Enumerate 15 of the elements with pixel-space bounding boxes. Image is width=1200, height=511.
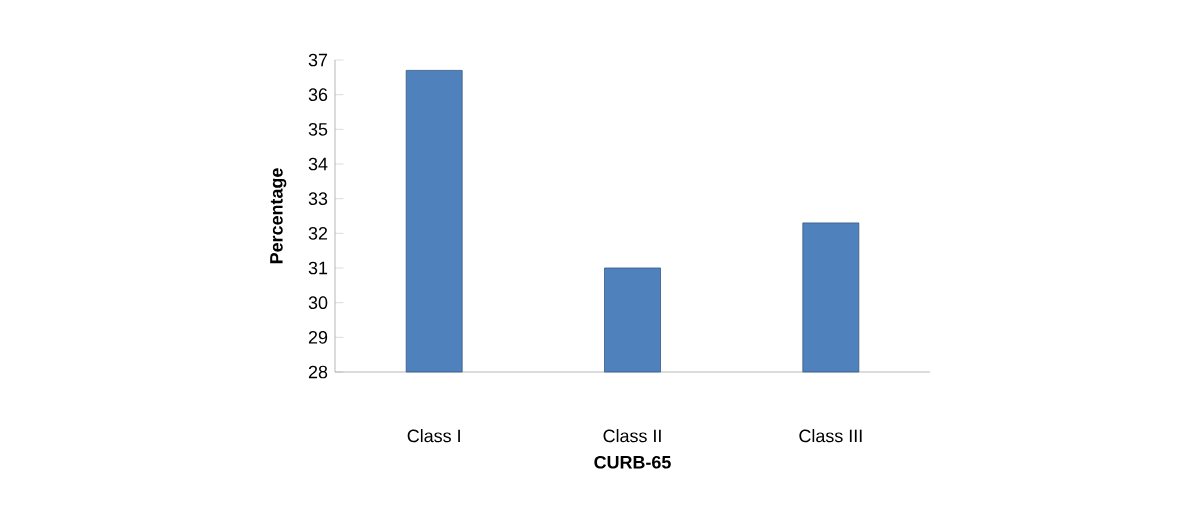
y-tick-label: 30 bbox=[308, 296, 328, 310]
y-tick-label: 28 bbox=[308, 365, 328, 379]
y-tick-label: 37 bbox=[308, 53, 328, 67]
x-tick-label: Class II bbox=[603, 429, 661, 443]
y-tick-label: 31 bbox=[308, 261, 328, 275]
y-tick-label: 35 bbox=[308, 122, 328, 136]
y-tick-label: 36 bbox=[308, 88, 328, 102]
x-tick-label: Class I bbox=[407, 429, 460, 443]
y-tick-label: 29 bbox=[308, 330, 328, 344]
x-tick-label: Class III bbox=[799, 429, 862, 443]
y-tick-label: 34 bbox=[308, 157, 328, 171]
y-axis-title: Percentage bbox=[270, 168, 287, 264]
y-tick-label: 32 bbox=[308, 226, 328, 240]
y-tick-label: 33 bbox=[308, 192, 328, 206]
x-axis-title: CURB-65 bbox=[594, 455, 671, 469]
